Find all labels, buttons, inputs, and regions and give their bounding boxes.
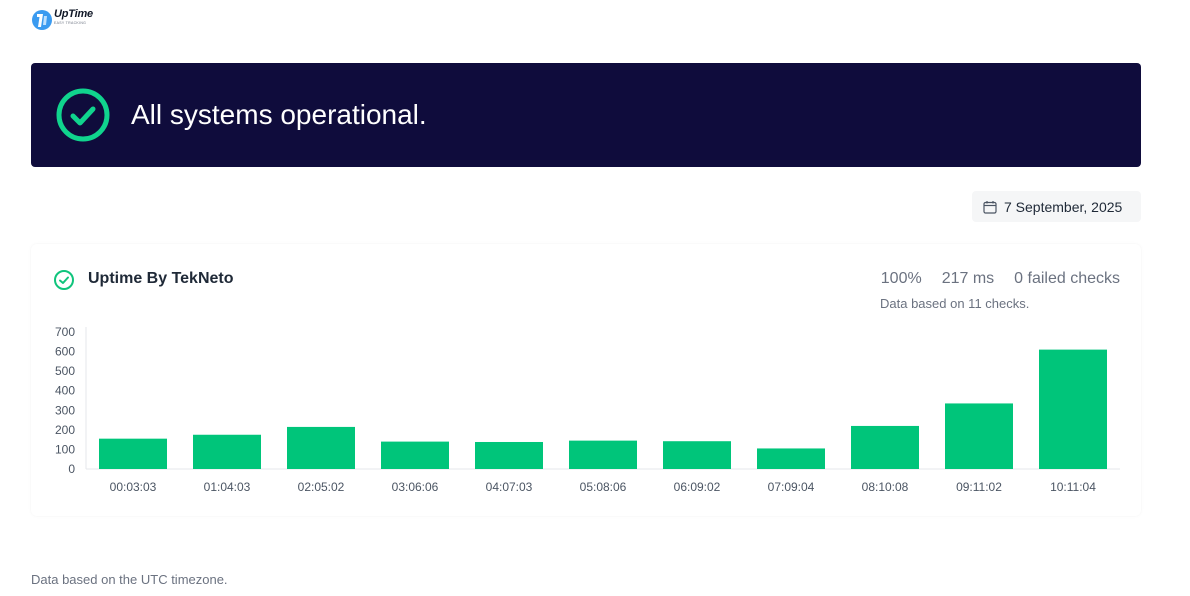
bar [193,434,261,469]
x-tick-label: 08:10:08 [862,480,909,494]
bar [287,426,355,469]
y-tick-label: 400 [55,384,75,398]
x-tick-label: 00:03:03 [110,480,157,494]
check-circle-icon [54,270,74,290]
x-tick-label: 07:09:04 [768,480,815,494]
logo-title: UpTime [54,8,93,20]
y-tick-label: 500 [55,364,75,378]
uptime-percent: 100% [880,270,922,287]
bar [475,441,543,469]
response-time: 217 ms [941,270,995,287]
x-tick-label: 09:11:02 [956,480,1002,494]
x-tick-label: 10:11:04 [1050,480,1096,494]
x-tick-label: 04:07:03 [486,480,533,494]
bar [1039,349,1107,469]
x-tick-label: 03:06:06 [392,480,439,494]
y-tick-label: 0 [68,462,75,476]
checks-note: Data based on 11 checks. [880,296,1030,311]
bar [945,403,1013,469]
y-tick-label: 700 [55,325,75,339]
x-tick-label: 02:05:02 [298,480,345,494]
timezone-note: Data based on the UTC timezone. [31,572,228,587]
monitor-name: Uptime By TekNeto [88,270,234,287]
x-tick-label: 06:09:02 [674,480,721,494]
monitor-card: Uptime By TekNeto 100% 217 ms 0 failed c… [31,244,1141,516]
uptime-logo-icon [32,10,52,30]
uptime-bar-chart: 0 100 200 300 400 500 600 700 00:03:03 01:04:03 02… [55,325,1120,494]
x-tick-label: 01:04:03 [204,480,251,494]
date-picker[interactable]: 7 September, 2025 [972,191,1141,222]
status-title: All systems operational. [131,99,427,130]
app-logo[interactable]: UpTime EASY TRACKING [31,9,93,31]
y-tick-label: 600 [55,345,75,359]
y-tick-label: 300 [55,403,75,417]
bar [99,438,167,469]
check-circle-icon [56,88,110,142]
monitor-stats: 100% 217 ms 0 failed checks [861,270,1120,288]
failed-checks: 0 failed checks [1014,270,1120,287]
bar [851,425,919,469]
x-tick-label: 05:08:06 [580,480,627,494]
calendar-icon [983,200,997,214]
y-tick-label: 200 [55,423,75,437]
date-value: 7 September, 2025 [1004,198,1123,215]
bar [757,448,825,469]
bar [663,441,731,469]
bar [569,440,637,469]
logo-subtitle: EASY TRACKING [54,21,87,25]
status-banner: All systems operational. [31,63,1141,167]
y-tick-label: 100 [55,442,75,456]
bar [381,441,449,469]
